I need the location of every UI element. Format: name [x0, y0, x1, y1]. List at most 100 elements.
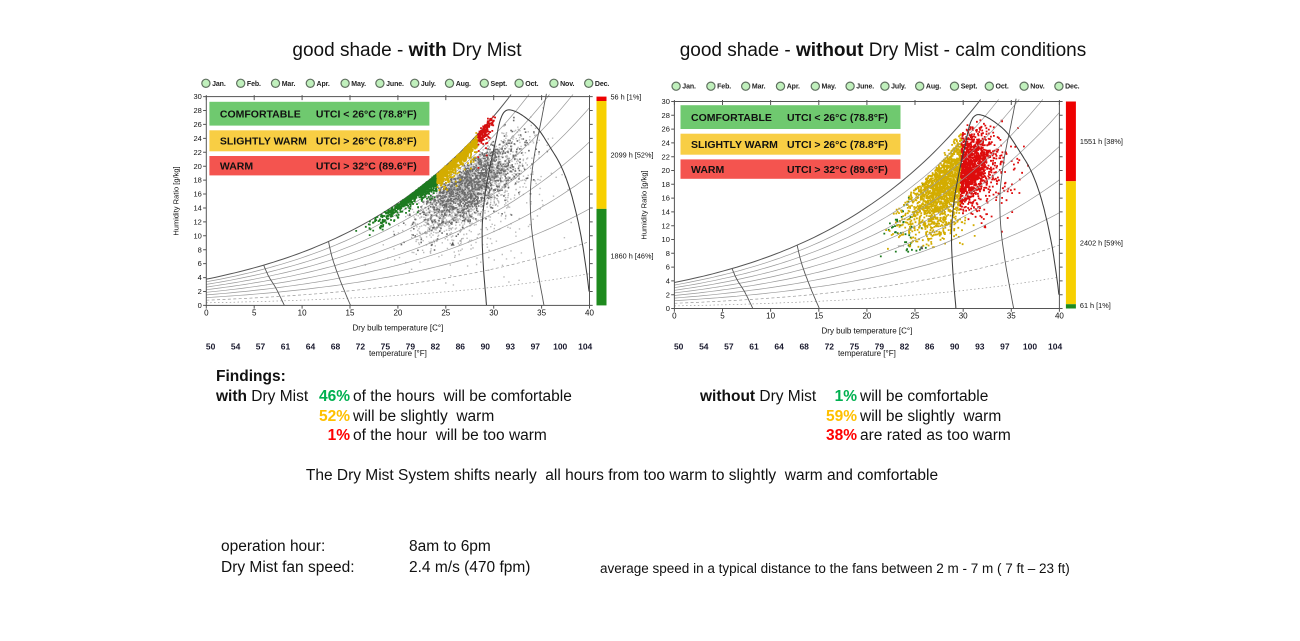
svg-text:temperature [°F]: temperature [°F]: [369, 349, 427, 358]
svg-text:Apr.: Apr.: [787, 84, 800, 91]
svg-text:79: 79: [875, 342, 885, 352]
svg-text:UTCI > 32°C (89.6°F): UTCI > 32°C (89.6°F): [316, 161, 417, 173]
svg-text:90: 90: [950, 342, 960, 352]
svg-text:12: 12: [193, 218, 201, 227]
svg-text:June.: June.: [856, 84, 874, 91]
svg-text:UTCI > 26°C (78.8°F): UTCI > 26°C (78.8°F): [787, 139, 888, 151]
svg-text:18: 18: [662, 180, 670, 189]
svg-text:25: 25: [911, 312, 920, 321]
svg-text:24: 24: [662, 139, 670, 148]
svg-text:0: 0: [204, 308, 209, 317]
svg-text:2402 h [59%]: 2402 h [59%]: [1080, 239, 1123, 248]
svg-text:12: 12: [662, 221, 670, 230]
svg-text:14: 14: [193, 204, 201, 213]
svg-text:Jan.: Jan.: [682, 84, 696, 91]
svg-text:56 h [1%]: 56 h [1%]: [611, 93, 642, 102]
svg-text:22: 22: [662, 152, 670, 161]
svg-text:2099 h [52%]: 2099 h [52%]: [611, 151, 654, 160]
svg-text:4: 4: [198, 273, 202, 282]
svg-text:28: 28: [662, 111, 670, 120]
svg-text:Jan.: Jan.: [212, 81, 226, 88]
svg-text:Dry bulb temperature [C°]: Dry bulb temperature [C°]: [353, 323, 444, 332]
svg-text:75: 75: [850, 342, 860, 352]
svg-text:temperature [°F]: temperature [°F]: [838, 349, 896, 358]
svg-text:30: 30: [959, 312, 968, 321]
svg-text:61: 61: [749, 342, 759, 352]
svg-text:good shade - with Dry Mist: good shade - with Dry Mist: [292, 40, 522, 61]
svg-text:Mar.: Mar.: [282, 81, 296, 88]
svg-text:Apr.: Apr.: [317, 81, 330, 88]
svg-text:28: 28: [193, 106, 201, 115]
svg-text:UTCI < 26°C (78.8°F): UTCI < 26°C (78.8°F): [316, 109, 417, 121]
svg-text:1551 h [38%]: 1551 h [38%]: [1080, 137, 1123, 146]
svg-text:100: 100: [1023, 342, 1037, 352]
svg-text:good shade - without Dry Mist: good shade - without Dry Mist - calm con…: [680, 40, 1087, 61]
svg-text:93: 93: [975, 342, 985, 352]
svg-text:UTCI > 26°C (78.8°F): UTCI > 26°C (78.8°F): [316, 136, 417, 148]
svg-text:15: 15: [346, 308, 355, 317]
svg-text:July.: July.: [891, 84, 906, 91]
svg-text:4: 4: [666, 277, 670, 286]
svg-text:57: 57: [256, 342, 266, 352]
svg-text:July.: July.: [421, 81, 436, 88]
svg-text:30: 30: [489, 308, 498, 317]
svg-text:0: 0: [198, 301, 202, 310]
svg-text:SLIGHTLY WARM: SLIGHTLY WARM: [691, 139, 778, 151]
svg-text:82: 82: [431, 342, 441, 352]
svg-text:90: 90: [481, 342, 491, 352]
svg-text:64: 64: [774, 342, 784, 352]
svg-text:18: 18: [193, 176, 201, 185]
svg-text:Aug.: Aug.: [926, 84, 941, 91]
svg-text:50: 50: [206, 342, 216, 352]
svg-text:10: 10: [298, 308, 307, 317]
svg-text:5: 5: [252, 308, 257, 317]
svg-text:Oct.: Oct.: [525, 81, 538, 88]
svg-text:54: 54: [699, 342, 709, 352]
svg-text:2: 2: [666, 290, 670, 299]
svg-text:COMFORTABLE: COMFORTABLE: [220, 109, 301, 121]
svg-text:26: 26: [193, 120, 201, 129]
svg-text:50: 50: [674, 342, 684, 352]
svg-text:Nov.: Nov.: [1030, 84, 1044, 91]
svg-text:35: 35: [1007, 312, 1016, 321]
svg-text:10: 10: [193, 231, 201, 240]
svg-text:Nov.: Nov.: [560, 81, 574, 88]
svg-text:Feb.: Feb.: [717, 84, 731, 91]
svg-text:10: 10: [766, 312, 775, 321]
svg-text:75: 75: [381, 342, 391, 352]
svg-text:w=f: w=f: [898, 243, 905, 248]
svg-text:20: 20: [193, 162, 201, 171]
svg-text:Humidity Ratio [g/kg]: Humidity Ratio [g/kg]: [171, 166, 180, 235]
svg-text:May.: May.: [351, 81, 366, 88]
svg-text:97: 97: [1000, 342, 1010, 352]
svg-text:WARM: WARM: [220, 161, 253, 173]
svg-text:6: 6: [666, 263, 670, 272]
svg-text:14: 14: [662, 208, 670, 217]
svg-text:26: 26: [662, 125, 670, 134]
svg-text:w=f: w=f: [429, 240, 436, 245]
svg-text:22: 22: [193, 148, 201, 157]
svg-text:68: 68: [799, 342, 809, 352]
svg-text:20: 20: [393, 308, 402, 317]
svg-text:68: 68: [331, 342, 341, 352]
svg-text:10: 10: [662, 235, 670, 244]
svg-text:0: 0: [672, 312, 677, 321]
svg-text:Dec.: Dec.: [595, 81, 610, 88]
svg-text:Dec.: Dec.: [1065, 84, 1080, 91]
svg-text:Oct.: Oct.: [996, 84, 1009, 91]
svg-text:97: 97: [531, 342, 541, 352]
svg-text:Feb.: Feb.: [247, 81, 261, 88]
svg-text:15: 15: [814, 312, 823, 321]
svg-text:8: 8: [666, 249, 670, 258]
svg-text:Sept.: Sept.: [491, 81, 508, 88]
svg-text:UTCI > 32°C (89.6°F): UTCI > 32°C (89.6°F): [787, 164, 888, 176]
svg-text:COMFORTABLE: COMFORTABLE: [691, 112, 772, 124]
svg-text:20: 20: [662, 166, 670, 175]
svg-text:72: 72: [825, 342, 835, 352]
svg-text:2: 2: [198, 287, 202, 296]
svg-text:61: 61: [281, 342, 291, 352]
svg-text:64: 64: [306, 342, 316, 352]
svg-text:5: 5: [720, 312, 725, 321]
svg-text:24: 24: [193, 134, 201, 143]
svg-text:79: 79: [406, 342, 416, 352]
